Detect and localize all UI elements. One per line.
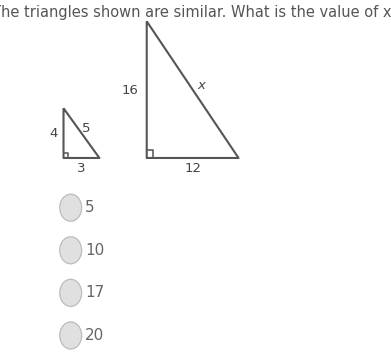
Text: x: x: [197, 79, 205, 92]
Text: 12: 12: [184, 162, 201, 175]
Text: 3: 3: [77, 162, 85, 175]
Text: The triangles shown are similar. What is the value of x?: The triangles shown are similar. What is…: [0, 5, 391, 20]
Text: 17: 17: [85, 285, 104, 300]
Text: 5: 5: [85, 200, 95, 215]
Circle shape: [60, 194, 82, 221]
Text: 20: 20: [85, 328, 104, 343]
Circle shape: [60, 322, 82, 349]
Text: 4: 4: [49, 127, 57, 140]
Circle shape: [60, 279, 82, 306]
Text: 5: 5: [82, 122, 90, 135]
Text: 16: 16: [121, 84, 138, 97]
Text: 10: 10: [85, 243, 104, 258]
Circle shape: [60, 237, 82, 264]
